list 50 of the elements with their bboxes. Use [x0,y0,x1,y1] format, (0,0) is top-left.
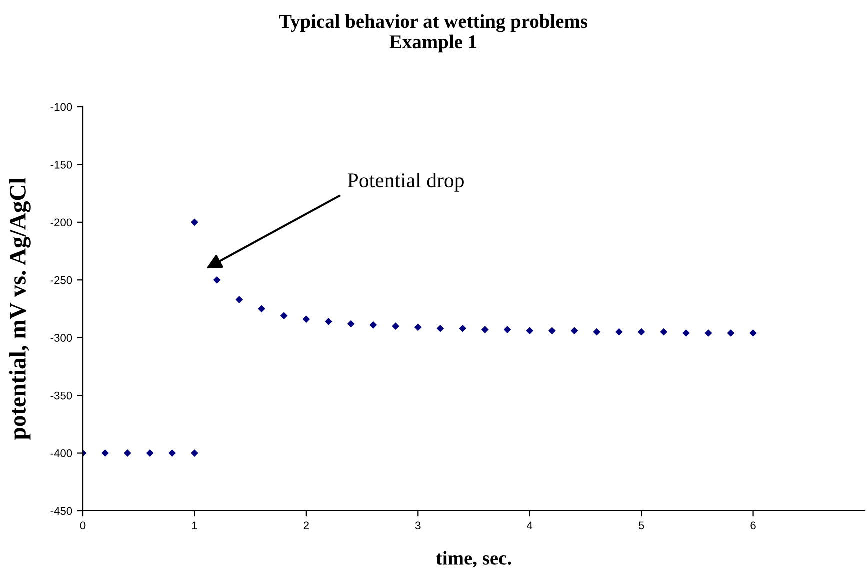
point [168,450,176,457]
y-tick-label: -200 [50,218,72,227]
y-tick-label: -100 [50,103,72,112]
point [750,330,757,337]
point [548,327,556,335]
point [504,326,512,334]
x-tick-label: 0 [80,522,86,530]
x-tick-label: 5 [638,522,644,530]
point [102,450,110,457]
point [570,327,578,335]
x-tick-label: 3 [415,522,421,530]
y-tick-label: -250 [50,276,72,284]
point [347,320,355,328]
point [370,321,378,329]
y-axis-title: potential, mV vs. Ag/AgCl [9,178,31,440]
point [325,318,332,326]
y-tick-label: -450 [50,507,72,516]
chart-title: Typical behavior at wetting problems Example 1 [279,14,588,53]
annotation: Potential drop [348,172,464,192]
point [660,328,668,336]
point [616,328,623,336]
point [213,276,221,284]
x-tick-label: 6 [750,522,756,530]
x-tick-label: 4 [527,522,533,530]
point [280,312,288,320]
y-tick-label: -150 [50,160,72,169]
point [302,316,310,324]
point [526,327,534,335]
point [236,296,244,304]
y-tick-label: -400 [50,450,72,458]
point [414,324,422,332]
point [682,330,690,337]
point [638,328,646,336]
point [124,450,132,457]
point [436,324,444,332]
point [593,328,601,336]
point [146,450,154,457]
point [191,218,198,226]
point [392,322,400,330]
point [191,450,198,457]
x-axis-title: time, sec. [436,551,512,568]
y-tick-label: -350 [50,392,72,400]
point [481,326,489,334]
point [459,324,467,332]
point [704,330,712,337]
y-tick-label: -300 [50,334,72,342]
point [727,330,735,337]
x-tick-label: 2 [304,522,309,530]
x-tick-label: 1 [192,522,198,530]
point [258,305,266,313]
